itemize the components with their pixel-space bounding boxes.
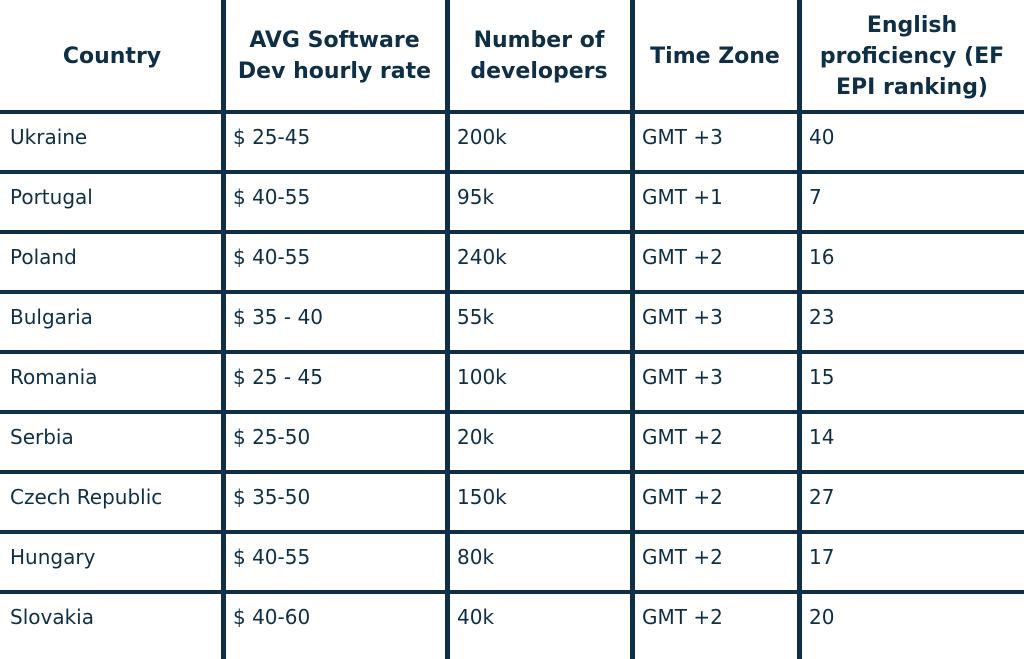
cell-text: 20k	[457, 425, 495, 449]
cell-text: 80k	[457, 545, 495, 569]
header-cell: AVG Software Dev hourly rate	[224, 0, 445, 112]
row-divider	[0, 590, 1024, 594]
cell-text: 7	[809, 185, 822, 209]
row-divider	[0, 110, 1024, 114]
column-divider	[797, 0, 802, 659]
cell-text: 17	[809, 545, 835, 569]
cell-text: 27	[809, 485, 835, 509]
header-text: Time Zone	[650, 43, 780, 69]
header-text: developers	[470, 59, 608, 84]
header-text: AVG Software	[249, 28, 420, 53]
header-cell: Number of developers	[448, 0, 630, 112]
row-divider	[0, 350, 1024, 354]
row-divider	[0, 170, 1024, 174]
cell-text: 240k	[457, 245, 507, 269]
cell-text: GMT +2	[642, 245, 723, 269]
cell-text: 95k	[457, 185, 495, 209]
cell-text: $ 25-50	[233, 425, 311, 449]
header-text: proficiency (EF	[819, 43, 1005, 69]
cell-text: Romania	[10, 365, 98, 389]
cell-text: 150k	[457, 485, 507, 509]
cell-text: $ 40-60	[233, 605, 311, 629]
cell-text: GMT +3	[642, 125, 723, 149]
header-cell: Time Zone	[633, 0, 797, 112]
cell-text: Bulgaria	[10, 305, 93, 329]
cell-text: GMT +2	[642, 605, 723, 629]
cell-text: 40k	[457, 605, 495, 629]
cell-text: GMT +2	[642, 485, 723, 509]
row-divider	[0, 530, 1024, 534]
cell-text: 20	[809, 605, 835, 629]
cell-text: GMT +2	[642, 425, 723, 449]
column-divider	[630, 0, 635, 659]
cell-text: GMT +3	[642, 305, 723, 329]
cell-text: 16	[809, 245, 835, 269]
cell-text: 15	[809, 365, 835, 389]
cell-text: 100k	[457, 365, 507, 389]
column-divider	[445, 0, 450, 659]
cell-text: Slovakia	[10, 605, 94, 629]
header-text: Dev hourly rate	[237, 59, 432, 84]
row-divider	[0, 290, 1024, 294]
cell-text: Hungary	[10, 545, 96, 569]
cell-text: Portugal	[10, 185, 93, 209]
cell-text: $ 25 - 45	[233, 365, 323, 389]
header-text: Country	[62, 43, 162, 69]
header-cell: English proficiency (EF EPI ranking)	[800, 0, 1024, 112]
cell-text: $ 35-50	[233, 485, 311, 509]
cell-text: Czech Republic	[10, 485, 163, 509]
cell-text: GMT +3	[642, 365, 723, 389]
cell-text: $ 40-55	[233, 545, 311, 569]
cell-text: GMT +1	[642, 185, 723, 209]
cell-text: 200k	[457, 125, 507, 149]
cell-text: $ 40-55	[233, 185, 311, 209]
cell-text: 55k	[457, 305, 495, 329]
cell-text: GMT +2	[642, 545, 723, 569]
header-text: Number of	[473, 28, 605, 53]
cell-text: 23	[809, 305, 835, 329]
cell-text: Serbia	[10, 425, 74, 449]
header-text: English	[866, 12, 958, 38]
header-cell: Country	[3, 0, 221, 112]
cell-text: Poland	[10, 245, 77, 269]
row-divider	[0, 470, 1024, 474]
header-text: EPI ranking)	[836, 74, 988, 100]
cell-text: $ 35 - 40	[233, 305, 323, 329]
column-divider	[221, 0, 226, 659]
cell-text: $ 40-55	[233, 245, 311, 269]
cell-text: 14	[809, 425, 835, 449]
cell-text: 40	[809, 125, 835, 149]
row-divider	[0, 410, 1024, 414]
cell-text: $ 25-45	[233, 125, 311, 149]
row-divider	[0, 230, 1024, 234]
cell-text: Ukraine	[10, 125, 88, 149]
